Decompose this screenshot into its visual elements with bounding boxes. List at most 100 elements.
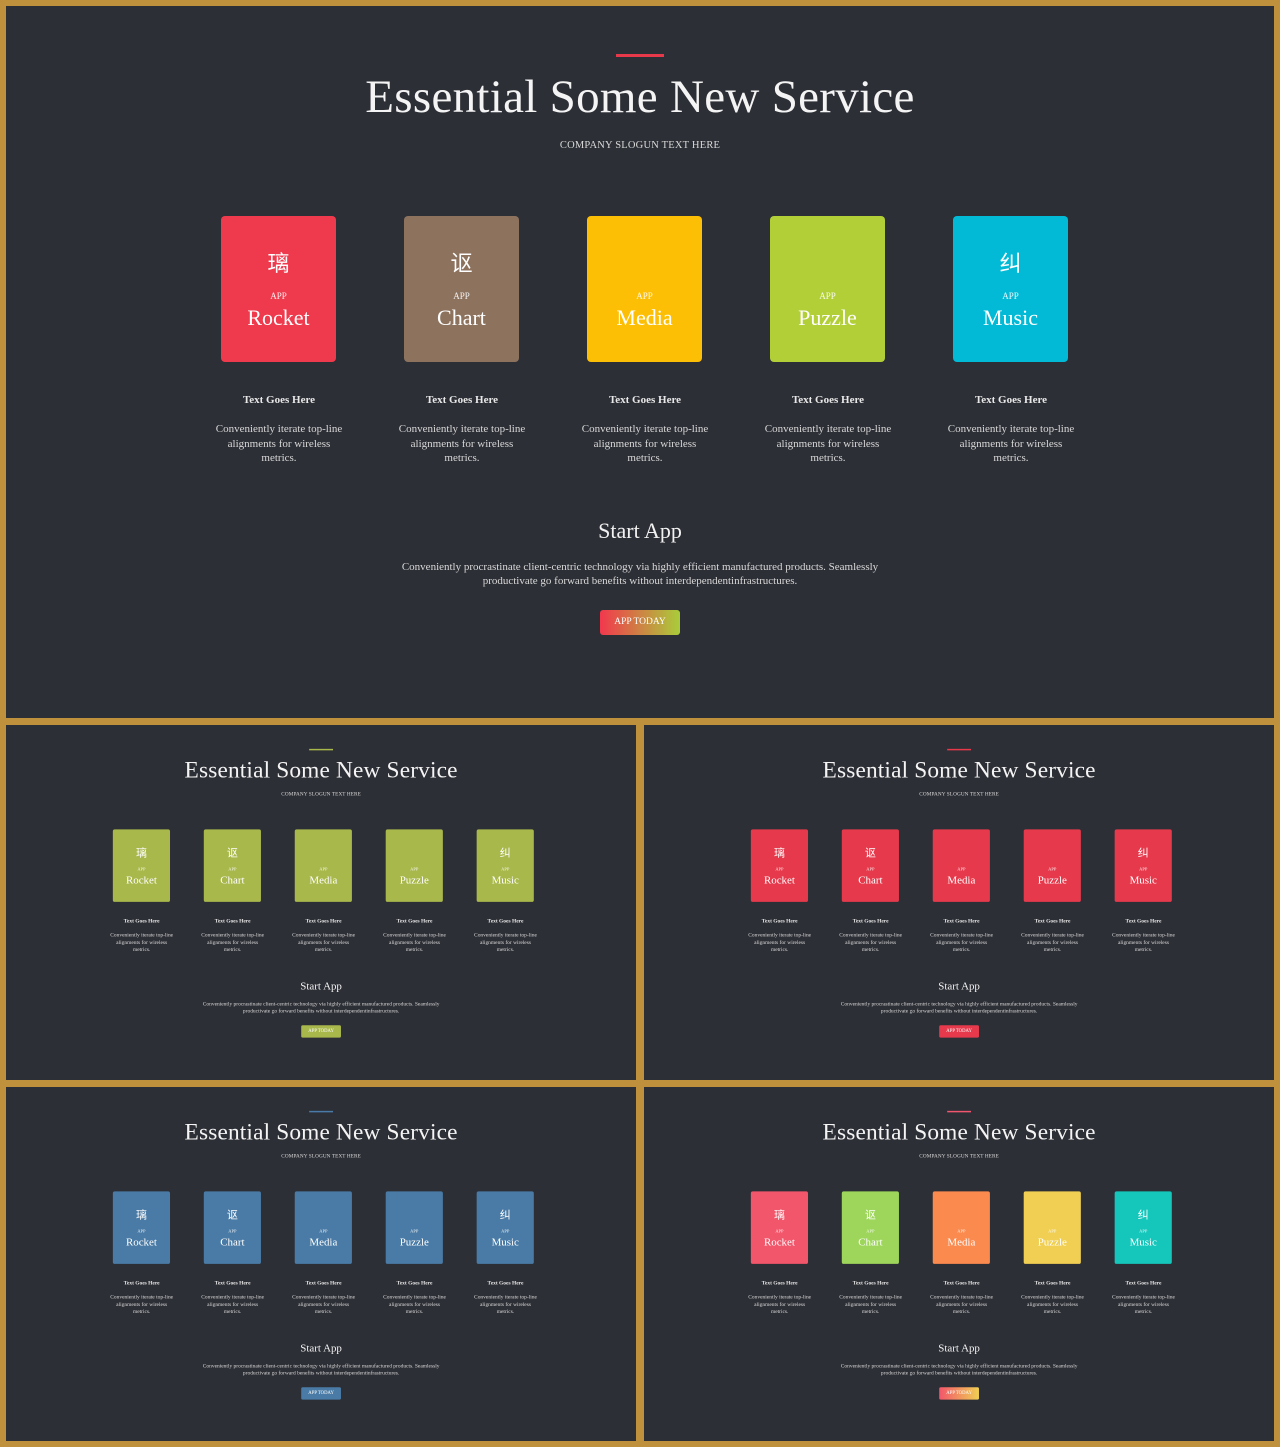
column-description: Conveniently iterate top-line alignments… (292, 932, 356, 953)
app-card-rocket[interactable]: 璃 APP Rocket (750, 829, 809, 902)
app-card-puzzle[interactable]: APP Puzzle (385, 1191, 443, 1264)
column-description: Conveniently iterate top-line alignments… (398, 423, 526, 464)
column-description: Conveniently iterate top-line alignments… (1021, 1294, 1084, 1315)
app-name: Media (616, 305, 673, 330)
app-card-rocket[interactable]: 璃 APP Rocket (112, 1191, 171, 1264)
slide-content: Essential Some New Service COMPANY SLOGUN… (6, 725, 636, 1079)
app-card-music[interactable]: 纠 APP Music (476, 1191, 534, 1264)
column-description: Conveniently iterate top-line alignments… (839, 1294, 903, 1315)
app-name: Media (309, 873, 338, 887)
start-app-title: Start App (598, 518, 682, 543)
app-glyph-icon: 纠 (499, 1209, 511, 1222)
slide-content: Essential Some New Service COMPANY SLOGUN… (644, 1087, 1274, 1441)
app-today-button[interactable]: APP TODAY (939, 1025, 979, 1038)
start-app-description: Conveniently procrastinate client-centri… (840, 1362, 1078, 1376)
app-card-music[interactable]: 纠 APP Music (1114, 1191, 1172, 1264)
column-description: Conveniently iterate top-line alignments… (383, 932, 446, 953)
app-name: Music (491, 873, 519, 887)
app-card-rocket[interactable]: 璃 APP Rocket (750, 1191, 809, 1264)
app-today-button[interactable]: APP TODAY (939, 1387, 979, 1400)
app-card-media[interactable]: APP Media (294, 1191, 352, 1264)
app-today-button[interactable]: APP TODAY (301, 1025, 341, 1038)
app-name: Music (983, 305, 1038, 330)
app-tag: APP (270, 291, 287, 301)
app-name: Rocket (763, 1235, 795, 1249)
app-card-music[interactable]: 纠 APP Music (1114, 829, 1172, 902)
app-tag: APP (866, 866, 875, 872)
app-card-rocket[interactable]: 璃 APP Rocket (112, 829, 171, 902)
slide-content: Essential Some New Service COMPANY SLOGUN… (644, 725, 1274, 1079)
column-description: Conveniently iterate top-line alignments… (292, 1294, 356, 1315)
slide-multicolor-variant: Essential Some New Service COMPANY SLOGUN… (644, 1087, 1274, 1441)
app-glyph-icon: 璃 (135, 1209, 147, 1222)
app-tag: APP (957, 1228, 966, 1234)
column-description: Conveniently iterate top-line alignments… (1112, 1294, 1175, 1315)
app-glyph-icon: 纠 (999, 252, 1022, 277)
app-card-media[interactable]: APP Media (932, 829, 990, 902)
column-heading: Text Goes Here (1125, 1279, 1162, 1286)
app-tag: APP (819, 291, 836, 301)
app-tag: APP (501, 1228, 510, 1234)
accent-bar (309, 748, 334, 751)
start-app-description: Conveniently procrastinate client-centri… (401, 561, 879, 587)
app-card-puzzle[interactable]: APP Puzzle (1023, 829, 1081, 902)
column-description: Conveniently iterate top-line alignments… (215, 423, 343, 464)
app-glyph-icon: 讴 (864, 1209, 876, 1222)
column-heading: Text Goes Here (214, 917, 251, 924)
app-card-media[interactable]: APP Media (932, 1191, 990, 1264)
company-slogan: COMPANY SLOGUN TEXT HERE (919, 791, 999, 798)
column-heading: Text Goes Here (214, 1279, 251, 1286)
app-card-media[interactable]: APP Media (294, 829, 352, 902)
app-today-button[interactable]: APP TODAY (301, 1387, 341, 1400)
app-card-puzzle[interactable]: APP Puzzle (1023, 1191, 1081, 1264)
app-card-music[interactable]: 纠 APP Music (476, 829, 534, 902)
app-tag: APP (137, 1228, 146, 1234)
column-heading: Text Goes Here (791, 394, 865, 406)
column-description: Conveniently iterate top-line alignments… (201, 1294, 265, 1315)
app-today-button[interactable]: APP TODAY (600, 610, 680, 635)
column-description: Conveniently iterate top-line alignments… (764, 423, 892, 464)
accent-bar (309, 1110, 334, 1113)
column-heading: Text Goes Here (974, 394, 1048, 406)
app-card-puzzle[interactable]: APP Puzzle (770, 216, 885, 362)
column-description: Conveniently iterate top-line alignments… (1021, 932, 1084, 953)
page-title: Essential Some New Service (822, 1119, 1096, 1146)
app-tag: APP (410, 866, 419, 872)
app-glyph-icon: 讴 (450, 252, 473, 277)
app-card-media[interactable]: APP Media (587, 216, 702, 362)
slide-red-variant: Essential Some New Service COMPANY SLOGUN… (644, 725, 1274, 1080)
app-name: Music (1129, 873, 1157, 887)
app-name: Chart (437, 305, 486, 330)
column-heading: Text Goes Here (1125, 917, 1162, 924)
app-tag: APP (1139, 1228, 1148, 1234)
app-card-music[interactable]: 纠 APP Music (953, 216, 1068, 362)
app-cards: 璃 APP Rocket Text Goes Here Conveniently ite… (6, 1191, 636, 1330)
app-tag: APP (501, 866, 510, 872)
column-description: Conveniently iterate top-line alignments… (581, 423, 709, 464)
column-heading: Text Goes Here (396, 917, 433, 924)
app-card-chart[interactable]: 讴 APP Chart (404, 216, 519, 362)
app-tag: APP (636, 291, 653, 301)
page-title: Essential Some New Service (184, 757, 458, 784)
app-tag: APP (1048, 866, 1057, 872)
app-name: Puzzle (399, 1235, 429, 1249)
slide-green-variant: Essential Some New Service COMPANY SLOGUN… (6, 725, 636, 1080)
app-tag: APP (1048, 1228, 1057, 1234)
start-app-description: Conveniently procrastinate client-centri… (840, 1000, 1078, 1014)
app-cards: 璃 APP Rocket Text Goes Here Conveniently ite… (644, 1191, 1274, 1330)
app-card-chart[interactable]: 讴 APP Chart (841, 1191, 899, 1264)
app-name: Rocket (125, 1235, 157, 1249)
app-glyph-icon: 璃 (773, 847, 785, 860)
app-card-rocket[interactable]: 璃 APP Rocket (221, 216, 336, 362)
app-tag: APP (228, 1228, 237, 1234)
app-name: Puzzle (1037, 873, 1067, 887)
app-tag: APP (319, 866, 328, 872)
app-card-puzzle[interactable]: APP Puzzle (385, 829, 443, 902)
app-name: Music (491, 1235, 519, 1249)
column-heading: Text Goes Here (1034, 1279, 1071, 1286)
app-card-chart[interactable]: 讴 APP Chart (203, 1191, 261, 1264)
app-name: Rocket (125, 873, 157, 887)
app-card-chart[interactable]: 讴 APP Chart (841, 829, 899, 902)
start-app-title: Start App (938, 979, 980, 992)
app-card-chart[interactable]: 讴 APP Chart (203, 829, 261, 902)
